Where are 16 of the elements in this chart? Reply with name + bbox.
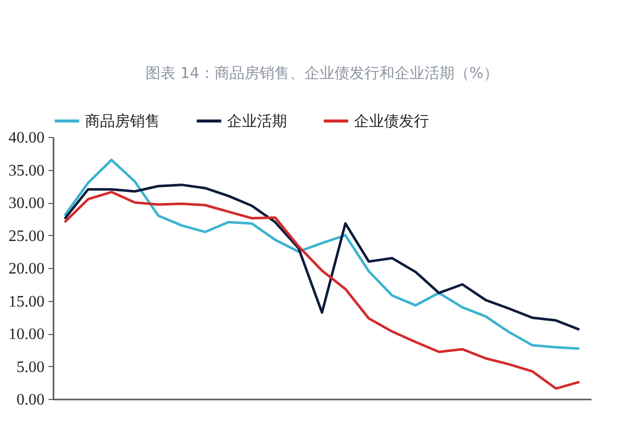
y-tick-label: 20.00 xyxy=(8,260,44,278)
y-tick-label: 0.00 xyxy=(16,392,44,408)
line-series xyxy=(63,190,581,390)
line-series xyxy=(63,184,581,331)
y-tick-label: 25.00 xyxy=(8,228,44,245)
legend-label: 企业活期 xyxy=(227,112,287,130)
y-tick-label: 30.00 xyxy=(8,195,44,212)
y-tick-label: 35.00 xyxy=(8,162,44,180)
line-series xyxy=(63,158,581,350)
y-tick-label: 40.00 xyxy=(8,130,44,146)
legend-label: 企业债发行 xyxy=(354,112,429,130)
legend-label: 商品房销售 xyxy=(85,112,160,130)
chart-title: 图表 14：商品房销售、企业债发行和企业活期（%） xyxy=(145,64,499,82)
y-tick-label: 5.00 xyxy=(16,358,44,376)
y-tick-label: 15.00 xyxy=(8,293,44,310)
y-tick-label: 10.00 xyxy=(8,326,44,343)
